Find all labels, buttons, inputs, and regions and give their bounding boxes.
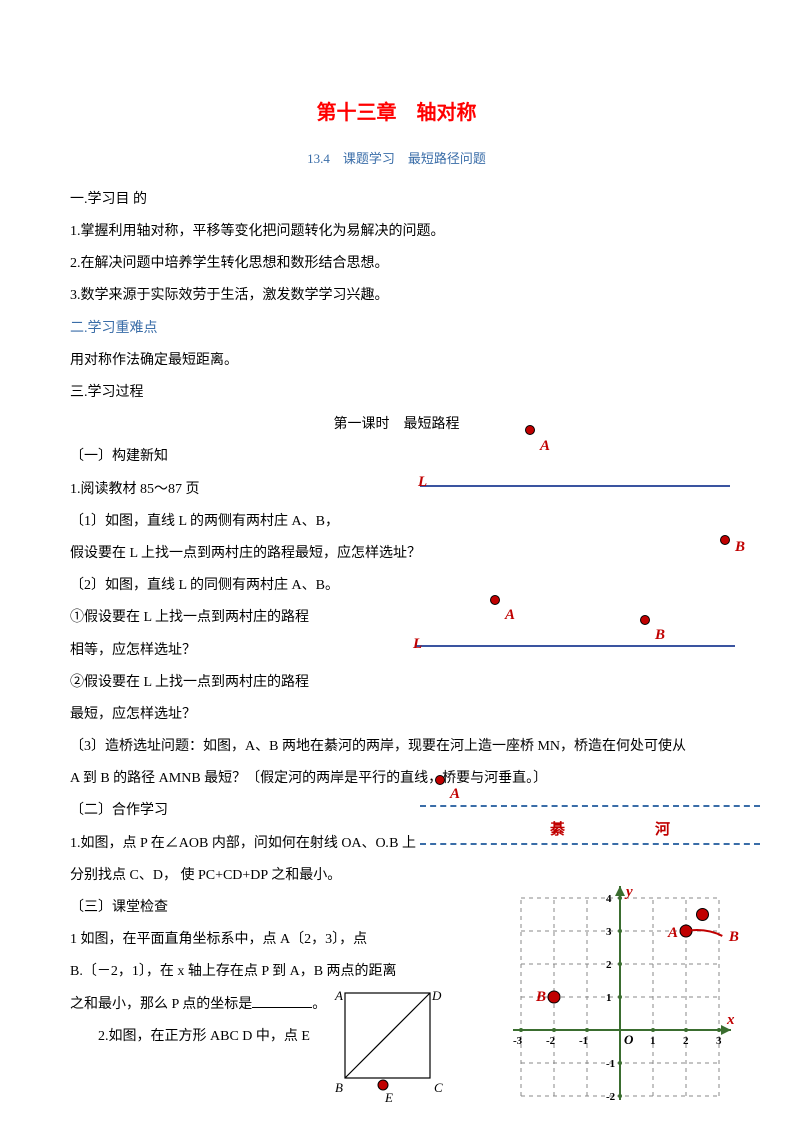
collab-q1-line1b: B 上 — [389, 836, 416, 851]
svg-text:x: x — [726, 1012, 735, 1028]
svg-text:-2: -2 — [606, 1091, 616, 1100]
svg-text:1: 1 — [650, 1035, 656, 1047]
objective-1: 1.掌握利用轴对称，平移等变化把问题转化为易解决的问题。 — [70, 216, 723, 248]
svg-text:3: 3 — [606, 926, 612, 938]
svg-text:-3: -3 — [513, 1035, 523, 1047]
svg-text:-1: -1 — [579, 1035, 588, 1047]
svg-text:-1: -1 — [606, 1058, 615, 1070]
point-B — [720, 535, 730, 545]
figure-4-square: A D B C E — [335, 985, 445, 1095]
label-B: B — [655, 618, 665, 653]
svg-text:2: 2 — [683, 1035, 689, 1047]
svg-text:4: 4 — [606, 893, 612, 905]
svg-text:A: A — [667, 925, 678, 941]
label-B: B — [735, 530, 745, 565]
label-C: C — [434, 1073, 443, 1103]
river-text-1: 綦 — [550, 813, 565, 848]
label-B: B — [335, 1073, 343, 1103]
page-title: 第十三章 轴对称 — [70, 90, 723, 136]
coord-svg: -3 -2 -1 1 2 3 -2 -1 1 2 3 4 x y O A B B — [470, 880, 760, 1100]
line-L — [415, 645, 735, 647]
river-text-2: 河 — [655, 813, 670, 848]
svg-text:B: B — [535, 989, 546, 1005]
svg-text:B: B — [728, 929, 739, 945]
label-A: A — [540, 429, 550, 464]
figure-1-two-sides: L A B — [420, 425, 750, 555]
svg-text:2: 2 — [606, 959, 612, 971]
objective-2: 2.在解决问题中培养学生转化思想和数形结合思想。 — [70, 248, 723, 280]
label-A: A — [505, 598, 515, 633]
section-1-head: 一.学习目 的 — [70, 184, 723, 216]
point-A — [435, 775, 445, 785]
river-bank-bottom — [420, 843, 760, 845]
keypoint: 用对称作法确定最短距离。 — [70, 345, 723, 377]
svg-text:y: y — [624, 884, 633, 900]
objective-3: 3.数学来源于实际效劳于生活，激发数学学习兴趣。 — [70, 280, 723, 312]
svg-text:1: 1 — [606, 992, 612, 1004]
line-L — [420, 485, 730, 487]
square-svg — [335, 985, 445, 1095]
q2-sub2-line2: 最短，应怎样选址？ — [70, 699, 723, 731]
q3-line1: 〔3〕造桥选址问题：如图，A、B 两地在綦河的两岸，现要在河上造一座桥 MN，桥… — [70, 731, 723, 763]
point-B — [640, 615, 650, 625]
svg-text:-2: -2 — [546, 1035, 556, 1047]
answer-blank[interactable] — [252, 994, 312, 1008]
page-subtitle: 13.4 课题学习 最短路径问题 — [70, 144, 723, 174]
section-3-head: 三.学习过程 — [70, 377, 723, 409]
label-E: E — [385, 1083, 393, 1113]
figure-2-same-side: L A B — [415, 580, 755, 660]
label-L: L — [413, 627, 422, 662]
point-A — [490, 595, 500, 605]
check-q1-line3a: 之和最小，那么 P 点的坐标是 — [70, 997, 252, 1012]
q2-sub2-line1: ②假设要在 L 上找一点到两村庄的路程 — [70, 667, 723, 699]
collab-q1-line1a: 1.如图，点 P 在∠AOB 内部，问如何在射线 OA、O — [70, 836, 386, 851]
svg-text:3: 3 — [716, 1035, 722, 1047]
river-bank-top — [420, 805, 760, 807]
figure-5-coord: -3 -2 -1 1 2 3 -2 -1 1 2 3 4 x y O A B B — [470, 880, 760, 1100]
point-A — [525, 425, 535, 435]
check-q1-line3b: 。 — [312, 997, 326, 1012]
svg-text:O: O — [624, 1032, 634, 1047]
figure-3-river: A 綦 河 — [420, 783, 760, 863]
label-L: L — [418, 465, 427, 500]
section-2-head: 二.学习重难点 — [70, 313, 723, 345]
label-A: A — [335, 981, 343, 1011]
label-D: D — [432, 981, 441, 1011]
